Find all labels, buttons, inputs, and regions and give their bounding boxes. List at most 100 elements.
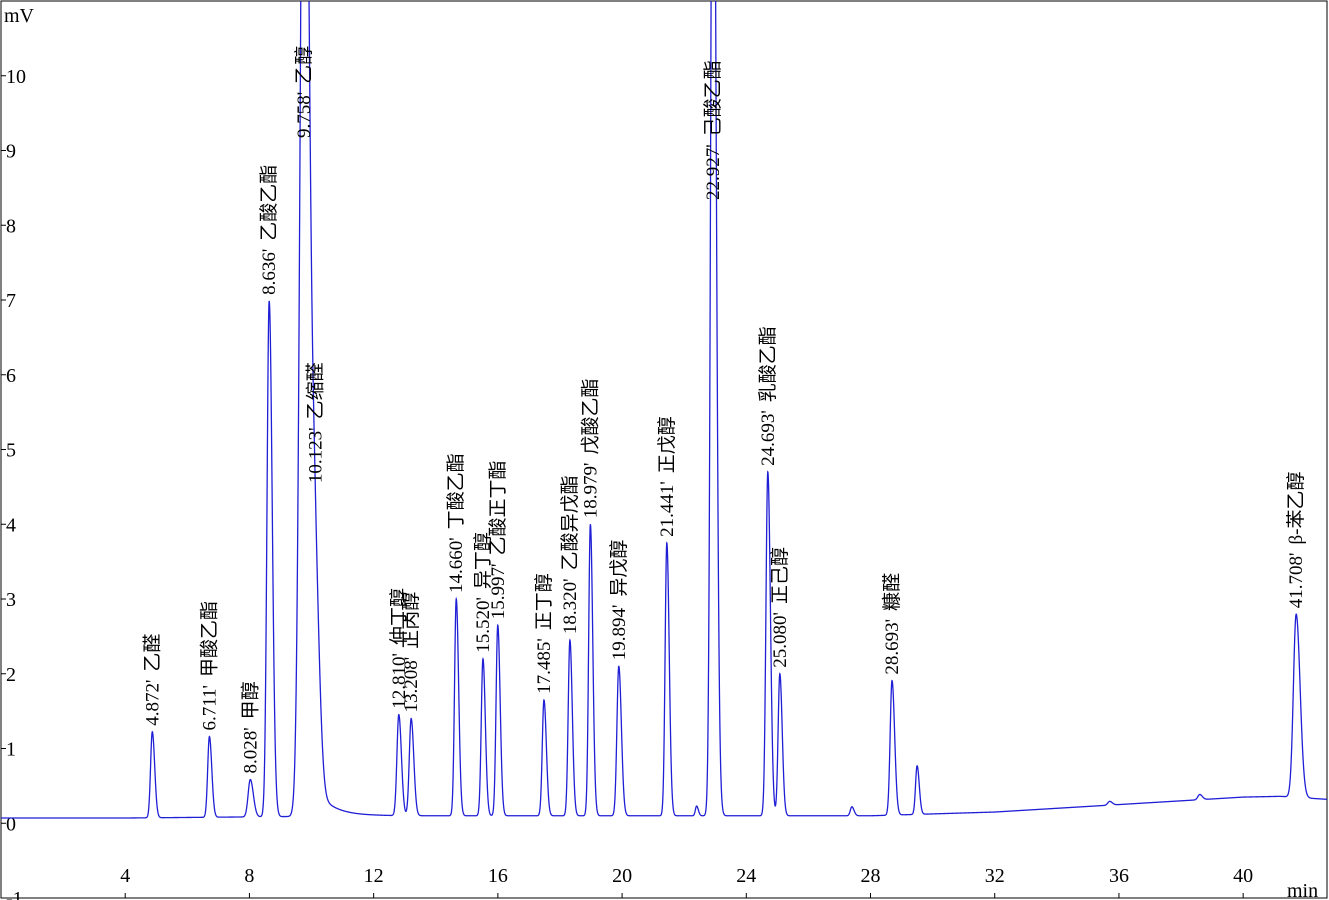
x-tick-label: 8: [244, 865, 254, 887]
peak-label-text: 10.123' 乙缩醛: [304, 362, 326, 483]
peak-compound-name: 正丁醇: [533, 573, 555, 630]
peak-label: 18.979' 戊酸乙酯: [579, 378, 601, 518]
peak-label-text: 21.441' 正戊醇: [656, 416, 678, 537]
peak-compound-name: 异丁醇: [472, 532, 494, 589]
y-tick-label: -1: [6, 888, 23, 900]
peak-label-text: 24.693' 乳酸乙酯: [757, 326, 779, 466]
peak-label-text: 19.894' 异戊醇: [608, 540, 630, 661]
peak-retention-time: 18.320': [560, 578, 581, 634]
peak-label: 15.520' 异丁醇: [472, 532, 494, 653]
peak-retention-time: 28.693': [882, 619, 903, 675]
peak-retention-time: 15.997': [488, 564, 509, 620]
peak-retention-time: 22.927': [703, 144, 724, 200]
peak-retention-time: 9.758': [294, 92, 315, 138]
peak-label: 10.123' 乙缩醛: [304, 362, 326, 483]
peak-compound-name: 丁酸乙酯: [445, 453, 467, 529]
peak-retention-time: 14.660': [446, 537, 467, 593]
peak-compound-name: 糠醛: [880, 573, 903, 611]
peak-label-text: 6.711' 甲酸乙酯: [198, 601, 220, 730]
peak-label: 12.810' 仲丁醇: [388, 588, 410, 709]
peak-compound-name: 正戊醇: [656, 416, 678, 473]
peak-compound-name: 仲丁醇: [388, 588, 410, 645]
peak-label-text: 17.485' 正丁醇: [533, 573, 555, 694]
peak-compound-name: 乙缩醛: [304, 362, 326, 419]
peak-retention-time: 8.636': [259, 249, 280, 295]
peak-label-text: 28.693' 糠醛: [880, 573, 903, 675]
y-tick-label: 2: [6, 664, 16, 686]
peak-retention-time: 24.693': [758, 410, 779, 466]
peak-retention-time: 10.123': [305, 427, 326, 483]
peak-label: 22.927' 己酸乙酯: [702, 60, 724, 200]
peak-retention-time: 8.028': [240, 727, 261, 773]
peak-retention-time: 4.872': [142, 680, 163, 726]
peak-label-text: 8.636' 乙酸乙酯: [258, 165, 280, 295]
peak-compound-name: 乙醛: [141, 634, 163, 672]
peak-label-text: 18.320' 乙酸异戊酯: [559, 475, 581, 634]
y-tick-label: 8: [6, 215, 16, 237]
peak-label-text: 9.758' 乙醇: [293, 46, 315, 138]
peak-retention-time: 19.894': [609, 605, 630, 661]
peak-label: 4.872' 乙醛: [141, 634, 163, 726]
trace-layer: [1, 1, 1327, 819]
peak-retention-time: 6.711': [199, 685, 220, 730]
peak-retention-time: 25.080': [770, 612, 791, 668]
peak-label: 28.693' 糠醛: [880, 573, 903, 675]
x-tick-label: 12: [364, 865, 384, 887]
peak-label-text: 22.927' 己酸乙酯: [702, 60, 724, 200]
peak-compound-name: 乳酸乙酯: [757, 326, 779, 402]
peak-label-text: 18.979' 戊酸乙酯: [579, 378, 601, 518]
peak-compound-name: 乙酸正丁酯: [487, 460, 509, 555]
peak-label-text: 15.520' 异丁醇: [472, 532, 494, 653]
peak-compound-name: 正己醇: [769, 547, 791, 604]
y-axis-unit: mV: [4, 5, 35, 27]
peak-retention-time: 18.979': [580, 463, 601, 519]
peak-retention-time: 13.208': [401, 657, 422, 713]
peak-label-text: 13.208' 正丙醇: [400, 592, 422, 713]
peak-compound-name: 异戊醇: [608, 540, 630, 597]
peak-compound-name: 己酸乙酯: [702, 60, 724, 136]
peak-label: 25.080' 正己醇: [769, 547, 791, 668]
peak-compound-name: 正丙醇: [400, 592, 422, 649]
signal-trace: [1, 1, 1327, 819]
x-tick-label: 36: [1109, 865, 1129, 887]
peak-label-text: 12.810' 仲丁醇: [388, 588, 410, 709]
peak-label: 21.441' 正戊醇: [656, 416, 678, 537]
peak-label-text: 25.080' 正己醇: [769, 547, 791, 668]
y-tick-label: 6: [6, 365, 16, 387]
x-tick-label: 28: [861, 865, 881, 887]
peak-label: 24.693' 乳酸乙酯: [757, 326, 779, 466]
y-tick-label: 1: [6, 739, 16, 761]
peak-label: 8.636' 乙酸乙酯: [258, 165, 280, 295]
x-tick-label: 24: [736, 865, 756, 887]
peak-retention-time: 41.708': [1286, 553, 1307, 609]
peak-compound-name: 乙酸异戊酯: [559, 475, 581, 570]
peak-label: 17.485' 正丁醇: [533, 573, 555, 694]
peak-label-text: 15.997' 乙酸正丁酯: [487, 460, 509, 619]
y-tick-label: 0: [6, 813, 16, 835]
peak-compound-name: β-苯乙醇: [1285, 472, 1307, 545]
peak-label: 19.894' 异戊醇: [608, 540, 630, 661]
y-axis: -1 0 1 2 3 4 5 6 7 8 9 10: [1, 66, 26, 900]
peak-label: 18.320' 乙酸异戊酯: [559, 475, 581, 634]
peak-compound-name: 乙醇: [293, 46, 315, 84]
x-tick-label: 16: [488, 865, 508, 887]
peak-retention-time: 17.485': [534, 638, 555, 694]
peak-compound-name: 甲醇: [239, 681, 261, 719]
peak-label-text: 4.872' 乙醛: [141, 634, 163, 726]
peak-compound-name: 戊酸乙酯: [579, 378, 601, 454]
y-tick-label: 4: [6, 514, 16, 536]
y-tick-label: 5: [6, 440, 16, 462]
x-axis: 4 8 12 16 20 24 28 32 36 40: [120, 865, 1253, 898]
peak-compound-name: 甲酸乙酯: [198, 601, 220, 677]
peak-retention-time: 21.441': [657, 481, 678, 537]
peak-label-text: 41.708' β-苯乙醇: [1285, 472, 1307, 609]
peak-label: 6.711' 甲酸乙酯: [198, 601, 220, 730]
peak-labels: 4.872' 乙醛 6.711' 甲酸乙酯 8.028' 甲醇 8.636' 乙酸乙酯 9.75…: [141, 46, 1307, 774]
y-tick-label: 7: [6, 290, 16, 312]
peak-label: 14.660' 丁酸乙酯: [445, 453, 467, 593]
x-tick-label: 4: [120, 865, 130, 887]
peak-label: 13.208' 正丙醇: [400, 592, 422, 713]
peak-label: 8.028' 甲醇: [239, 681, 261, 773]
x-tick-label: 40: [1233, 865, 1253, 887]
